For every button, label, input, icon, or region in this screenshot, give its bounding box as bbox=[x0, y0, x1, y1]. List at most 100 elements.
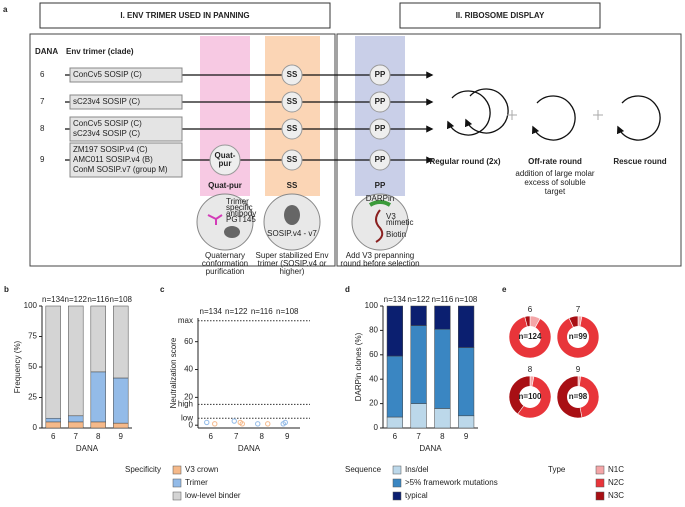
trimer-box bbox=[69, 94, 183, 110]
bar-segment bbox=[434, 305, 451, 330]
bar-segment bbox=[458, 347, 475, 417]
label: Biotin bbox=[386, 230, 406, 239]
pie-title: 8 bbox=[528, 365, 533, 374]
legend-label: low-level binder bbox=[185, 491, 241, 500]
label: higher) bbox=[280, 267, 305, 276]
legend-swatch bbox=[392, 465, 402, 475]
point bbox=[280, 421, 286, 427]
step-circle bbox=[369, 64, 391, 86]
annotation: n=108 bbox=[455, 295, 478, 304]
frame bbox=[29, 33, 336, 267]
band bbox=[355, 36, 405, 196]
label: target bbox=[545, 187, 566, 196]
bar-segment bbox=[113, 377, 129, 424]
step-circle bbox=[369, 118, 391, 140]
label: Rescue round bbox=[613, 157, 666, 166]
trimer-box bbox=[69, 67, 183, 83]
legend-swatch bbox=[595, 465, 605, 475]
label: ConCv5 SOSIP (C) bbox=[73, 70, 142, 79]
n-label: n=98 bbox=[569, 392, 588, 401]
annotation: n=134 bbox=[384, 295, 407, 304]
label: 8 bbox=[40, 124, 45, 133]
bar-segment bbox=[68, 421, 84, 429]
illustration bbox=[351, 193, 409, 251]
label: Super stabilized Env bbox=[256, 251, 329, 260]
axis-label: DANA bbox=[238, 444, 261, 453]
round-arc bbox=[465, 88, 509, 134]
bar-segment bbox=[90, 371, 106, 423]
n-label: n=99 bbox=[569, 332, 588, 341]
header: I. ENV TRIMER USED IN PANNING bbox=[120, 11, 249, 20]
label: Quat-pur bbox=[208, 181, 242, 190]
legend-title: Sequence bbox=[345, 465, 382, 474]
darpin-icon bbox=[368, 200, 392, 207]
label: AMC011 SOSIP.v4 (B) bbox=[73, 155, 153, 164]
pie-title: 9 bbox=[576, 365, 581, 374]
bar-segment bbox=[68, 415, 84, 423]
x-tick-label: 6 bbox=[393, 432, 398, 441]
point bbox=[204, 419, 210, 426]
header-box bbox=[399, 2, 601, 29]
label: SS bbox=[287, 155, 298, 164]
annotation: n=108 bbox=[276, 307, 299, 316]
legend-label: N3C bbox=[608, 491, 624, 500]
bar-segment bbox=[90, 421, 106, 429]
label: PP bbox=[375, 155, 386, 164]
legend-swatch bbox=[595, 478, 605, 488]
annotation: n=122 bbox=[407, 295, 430, 304]
header-box bbox=[39, 2, 331, 29]
step-circle bbox=[281, 91, 303, 113]
label: SS bbox=[287, 181, 298, 190]
trimer-icon bbox=[284, 205, 300, 225]
y-tick-label: 20 bbox=[184, 392, 193, 401]
label: 9 bbox=[40, 155, 45, 164]
step-circle bbox=[369, 149, 391, 171]
n-label: n=100 bbox=[519, 392, 542, 401]
label: DANA bbox=[35, 47, 58, 56]
label: Env trimer (clade) bbox=[66, 47, 134, 56]
label: sC23v4 SOSIP (C) bbox=[73, 97, 140, 106]
bar-segment bbox=[434, 408, 451, 429]
label: SS bbox=[287, 70, 298, 79]
panel-label: b bbox=[4, 285, 9, 294]
x-tick-label: 6 bbox=[51, 432, 56, 441]
bar-segment bbox=[386, 416, 403, 429]
legend-label: Ins/del bbox=[405, 465, 429, 474]
label: ConM SOSIP.v7 (group M) bbox=[73, 165, 168, 174]
x-tick-label: 7 bbox=[416, 432, 421, 441]
point bbox=[255, 421, 261, 427]
bar-segment bbox=[68, 305, 84, 417]
frame bbox=[336, 33, 682, 267]
annotation: n=116 bbox=[431, 295, 453, 304]
x-tick-label: 8 bbox=[440, 432, 445, 441]
bar-segment bbox=[45, 417, 61, 423]
y-tick-label: 40 bbox=[369, 374, 378, 383]
label: Quat- bbox=[215, 151, 236, 160]
axis-label: Frequency (%) bbox=[13, 340, 22, 393]
panel-label: e bbox=[502, 285, 507, 294]
annotation: n=134 bbox=[200, 307, 223, 316]
y-tick-label: 0 bbox=[189, 420, 194, 429]
step-circle bbox=[281, 64, 303, 86]
x-tick-label: 8 bbox=[96, 432, 101, 441]
legend-swatch bbox=[172, 465, 182, 475]
bar-segment bbox=[410, 403, 427, 429]
label: V3 bbox=[386, 212, 396, 221]
y-tick-label: 25 bbox=[28, 393, 37, 402]
legend-swatch bbox=[172, 478, 182, 488]
legend-label: N1C bbox=[608, 465, 624, 474]
label: Regular round (2x) bbox=[429, 157, 500, 166]
label: DARPin bbox=[366, 194, 394, 203]
y-tick-label: 60 bbox=[369, 350, 378, 359]
bar-segment bbox=[386, 305, 403, 357]
point bbox=[237, 419, 243, 426]
label: purification bbox=[206, 267, 245, 276]
legend-label: typical bbox=[405, 491, 428, 500]
point bbox=[265, 421, 271, 427]
round-arc bbox=[447, 90, 491, 136]
x-tick-label: 6 bbox=[209, 432, 214, 441]
label: SOSIP.v4 - v7 bbox=[267, 229, 317, 238]
label: Quaternary bbox=[205, 251, 245, 260]
label: specific bbox=[226, 203, 253, 212]
